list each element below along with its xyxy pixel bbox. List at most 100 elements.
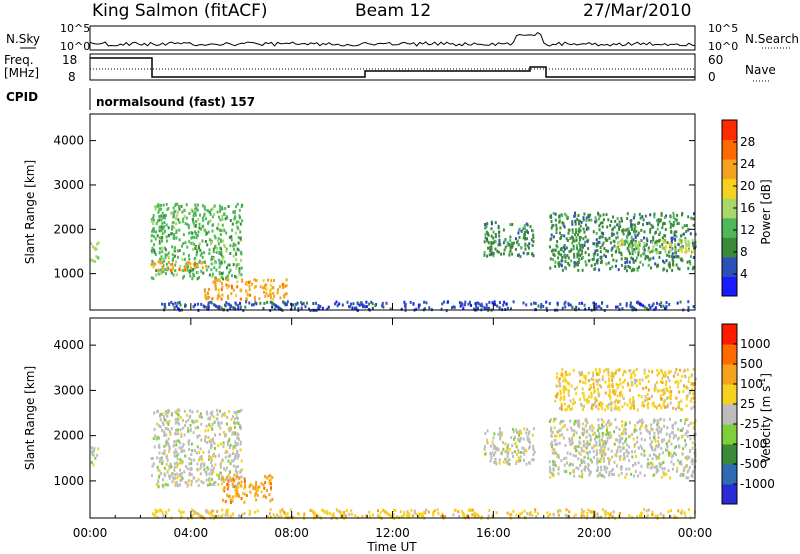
data-cell: [465, 513, 468, 517]
data-cell: [668, 302, 671, 306]
data-cell: [559, 231, 561, 235]
data-cell: [403, 510, 406, 514]
data-cell: [676, 213, 679, 217]
data-cell: [163, 444, 166, 448]
data-cell: [583, 455, 586, 459]
data-cell: [477, 302, 480, 306]
data-cell: [487, 514, 490, 518]
data-cell: [191, 277, 194, 281]
data-cell: [677, 406, 679, 409]
data-cell: [688, 465, 691, 469]
data-cell: [564, 260, 567, 264]
colorbar-frame: [721, 323, 738, 505]
data-cell: [531, 513, 534, 517]
data-cell: [224, 500, 227, 504]
data-cell: [176, 202, 179, 206]
data-cell: [628, 445, 631, 449]
data-cell: [590, 510, 593, 514]
data-cell: [612, 388, 614, 392]
data-cell: [619, 458, 622, 462]
data-cell: [155, 273, 157, 277]
data-cell: [306, 301, 308, 305]
data-cell: [175, 229, 178, 233]
data-cell: [557, 513, 560, 517]
data-cell: [159, 247, 162, 251]
data-cell: [600, 231, 603, 235]
data-cell: [252, 303, 255, 307]
data-cell: [167, 251, 170, 255]
data-cell: [157, 445, 160, 449]
data-cell: [150, 276, 153, 280]
data-cell: [199, 412, 202, 416]
data-cell: [197, 244, 200, 248]
data-cell: [172, 273, 175, 277]
data-cell: [207, 230, 210, 234]
data-cell: [638, 243, 641, 247]
data-cell: [591, 424, 594, 428]
data-cell: [690, 255, 692, 259]
data-cell: [575, 236, 578, 240]
data-cell: [691, 459, 694, 462]
data-cell: [229, 252, 232, 255]
data-cell: [220, 297, 223, 301]
data-cell: [630, 472, 633, 476]
data-cell: [172, 234, 175, 238]
data-cell: [201, 458, 204, 462]
data-cell: [172, 257, 175, 261]
data-cell: [236, 436, 239, 440]
data-cell: [239, 222, 242, 226]
data-cell: [217, 424, 220, 428]
data-cell: [579, 244, 582, 248]
data-cell: [636, 436, 639, 440]
data-cell: [635, 256, 638, 260]
data-cell: [241, 513, 243, 517]
data-cell: [611, 265, 614, 269]
data-cell: [649, 257, 652, 261]
data-cell: [238, 514, 240, 518]
data-cell: [561, 214, 564, 218]
data-cell: [592, 230, 595, 234]
x-tick-label: 08:00: [274, 526, 309, 540]
data-cell: [168, 464, 171, 468]
data-cell: [253, 286, 256, 290]
data-cell: [160, 458, 163, 462]
data-cell: [675, 453, 678, 457]
data-cell: [524, 247, 527, 251]
data-cell: [512, 300, 515, 304]
data-cell: [628, 421, 631, 425]
data-cell: [664, 245, 667, 249]
data-cell: [196, 264, 199, 267]
data-cell: [643, 252, 646, 256]
data-cell: [645, 398, 648, 402]
data-cell: [622, 428, 625, 432]
data-cell: [230, 479, 233, 482]
data-cell: [151, 474, 153, 478]
data-cell: [158, 451, 161, 455]
data-cell: [253, 295, 256, 299]
data-cell: [637, 250, 640, 254]
data-cell: [625, 234, 628, 238]
data-cell: [238, 262, 241, 266]
data-cell: [607, 385, 610, 388]
data-cell: [514, 435, 516, 439]
data-cell: [302, 302, 305, 306]
data-cell: [158, 218, 161, 222]
data-cell: [691, 441, 694, 445]
colorbar-segment: [722, 120, 737, 141]
data-cell: [229, 494, 231, 498]
data-cell: [608, 379, 611, 383]
data-cell: [150, 219, 153, 223]
data-cell: [212, 247, 215, 251]
data-cell: [677, 255, 680, 259]
data-cell: [668, 254, 671, 258]
data-cell: [619, 449, 622, 453]
data-cell: [175, 216, 177, 220]
data-cell: [432, 513, 435, 517]
data-cell: [662, 388, 665, 392]
data-cell: [252, 485, 255, 489]
data-cell: [216, 408, 218, 412]
data-cell: [590, 377, 593, 381]
data-cell: [674, 434, 677, 438]
data-cell: [554, 399, 557, 403]
data-cell: [168, 409, 171, 413]
